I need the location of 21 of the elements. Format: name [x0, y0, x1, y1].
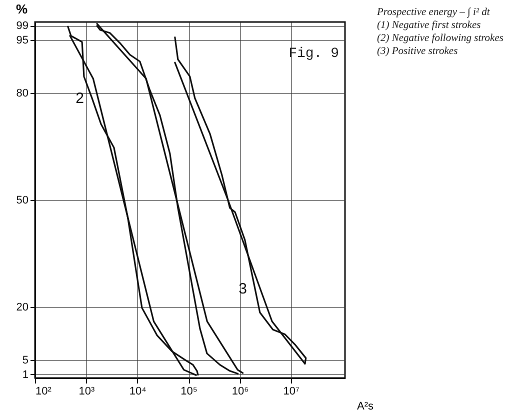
y-tick-label: 99 [16, 20, 28, 32]
x-tick-label: 10² [36, 386, 52, 398]
y-tick-label: 95 [16, 34, 28, 46]
y-tick-label: 5 [22, 354, 28, 367]
x-axis-title: A²s [357, 400, 374, 412]
x-tick-label: 10⁷ [283, 386, 300, 398]
x-tick-label: 10⁵ [180, 386, 198, 398]
y-tick-label: 80 [16, 88, 28, 100]
x-tick-label: 10⁴ [129, 386, 147, 398]
y-tick-label: 20 [16, 301, 28, 314]
x-tick-label: 10⁶ [232, 386, 249, 398]
text: (3) Positive strokes [377, 45, 459, 58]
text: (1) Negative first strokes [377, 19, 482, 32]
y-tick-label: 1 [22, 368, 28, 381]
y-tick-label: 50 [16, 194, 28, 206]
text: Prospective energy – ∫ i² dt [377, 6, 491, 19]
text: (2) Negative following strokes [377, 32, 504, 45]
annotation: 3 [238, 280, 247, 298]
x-tick-label: 10³ [78, 386, 95, 398]
annotation: 2 [76, 90, 84, 108]
y-axis-title: % [16, 2, 28, 16]
